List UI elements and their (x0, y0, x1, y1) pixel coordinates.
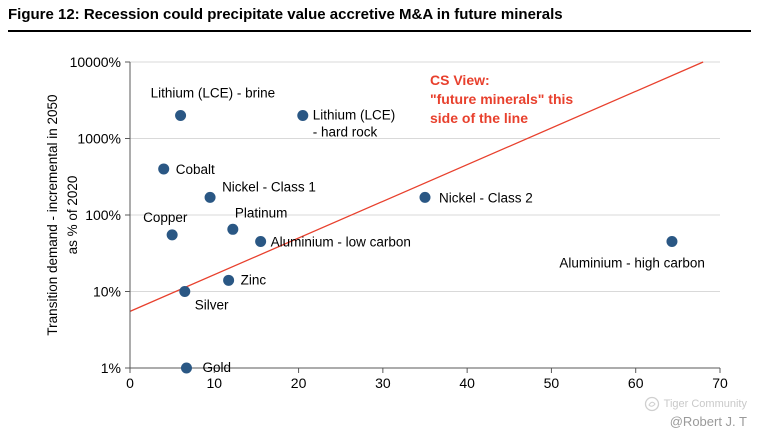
scatter-point (255, 236, 267, 248)
y-tick-label: 100% (85, 207, 121, 223)
trend-line (129, 61, 704, 312)
y-axis-title: Transition demand - incremental in 2050 (45, 94, 60, 335)
x-tick-label: 60 (628, 375, 644, 391)
x-tick-label: 20 (291, 375, 307, 391)
y-tick-label: 10% (93, 284, 121, 300)
watermark-brand-label: Tiger Community (663, 398, 747, 410)
point-label: Platinum (235, 205, 288, 220)
point-label: Silver (195, 298, 229, 313)
x-tick-label: 70 (712, 375, 728, 391)
scatter-point (227, 223, 239, 235)
point-label: Copper (143, 210, 188, 225)
point-label: Gold (202, 360, 231, 375)
point-label: Lithium (LCE) (313, 107, 396, 122)
annotation-text: CS View: (430, 72, 490, 88)
point-label: Nickel - Class 2 (439, 190, 533, 205)
point-label: Cobalt (176, 162, 215, 177)
scatter-point (666, 236, 678, 248)
scatter-point (223, 274, 235, 286)
scatter-point (158, 163, 170, 175)
watermark-brand: Tiger Community (644, 396, 747, 412)
x-tick-label: 50 (544, 375, 560, 391)
point-label: Lithium (LCE) - brine (151, 85, 276, 100)
point-label: Nickel - Class 1 (222, 179, 316, 194)
point-label: - hard rock (313, 124, 378, 139)
y-tick-label: 10000% (70, 54, 121, 70)
scatter-point (297, 109, 309, 121)
x-tick-label: 40 (459, 375, 475, 391)
point-label: Aluminium - high carbon (559, 256, 705, 271)
scatter-point (179, 286, 191, 297)
figure-title: Figure 12: Recession could precipitate v… (8, 6, 751, 32)
scatter-point (180, 362, 192, 374)
point-label: Zinc (241, 272, 267, 287)
y-axis-title: as % of 2020 (65, 176, 80, 255)
scatter-point (419, 191, 431, 203)
y-tick-label: 1% (101, 360, 121, 376)
tiger-community-logo-icon (644, 396, 659, 412)
scatter-point (166, 229, 178, 241)
scatter-chart: 1% 10% 100% 1000% 10000% 0 10 20 30 40 50 60 70 Trans… (45, 54, 728, 391)
x-tick-label: 0 (126, 375, 134, 391)
scatter-point (204, 191, 216, 203)
x-tick-label: 10 (206, 375, 222, 391)
watermark-handle: @Robert J. T (669, 414, 747, 429)
x-tick-label: 30 (375, 375, 391, 391)
point-label: Aluminium - low carbon (271, 235, 411, 250)
scatter-point (175, 109, 187, 121)
watermark: Tiger Community @Robert J. T (644, 396, 747, 429)
annotation-text: side of the line (430, 110, 528, 126)
annotation-text: "future minerals" this (430, 91, 573, 107)
y-tick-label: 1000% (77, 131, 121, 147)
